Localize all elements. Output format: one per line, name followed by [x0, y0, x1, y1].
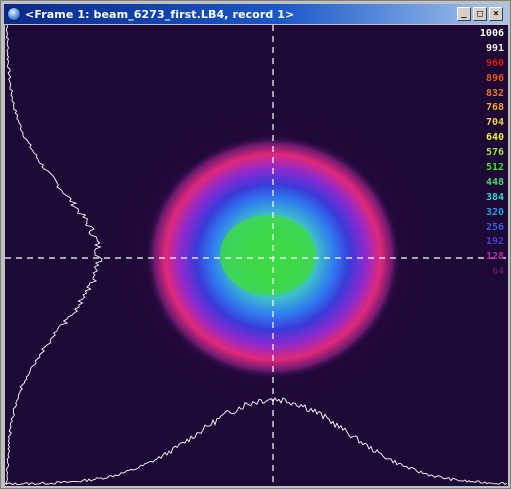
legend-value: 832 — [485, 87, 504, 99]
maximize-button[interactable]: □ — [473, 7, 487, 21]
beam-image-panel[interactable]: 1006 991 960 896 832 768 704 640 576 512 448 384 320… — [5, 25, 508, 486]
legend-value: 896 — [485, 72, 504, 84]
legend-value: 991 — [485, 42, 504, 54]
legend-value: 128 — [485, 251, 504, 263]
beam-core — [220, 215, 316, 295]
legend-value: 448 — [485, 176, 504, 188]
legend-value: 64 — [491, 266, 504, 278]
window-title: <Frame 1: beam_6273_first.LB4, record 1> — [25, 7, 295, 21]
minimize-button[interactable]: _ — [457, 7, 471, 21]
legend-value: 384 — [485, 191, 504, 203]
legend-value: 704 — [485, 117, 504, 129]
intensity-legend: 1006 991 960 896 832 768 704 640 576 512 448 384 320… — [480, 27, 504, 280]
horizontal-profile-curve — [5, 397, 508, 486]
legend-value: 320 — [485, 206, 504, 218]
legend-value: 256 — [485, 221, 504, 233]
window-controls: _ □ × — [457, 7, 503, 21]
legend-value: 768 — [485, 102, 504, 114]
legend-value: 1006 — [479, 28, 504, 39]
beam-intensity-image — [5, 25, 508, 486]
vertical-profile-curve — [5, 25, 103, 485]
legend-value: 512 — [485, 162, 504, 174]
legend-value: 576 — [485, 147, 504, 159]
legend-value: 960 — [485, 57, 504, 69]
legend-value: 640 — [485, 132, 504, 144]
title-bar[interactable]: <Frame 1: beam_6273_first.LB4, record 1>… — [4, 4, 507, 24]
close-button[interactable]: × — [489, 7, 503, 21]
legend-value: 192 — [485, 236, 504, 248]
app-icon[interactable] — [7, 7, 21, 21]
